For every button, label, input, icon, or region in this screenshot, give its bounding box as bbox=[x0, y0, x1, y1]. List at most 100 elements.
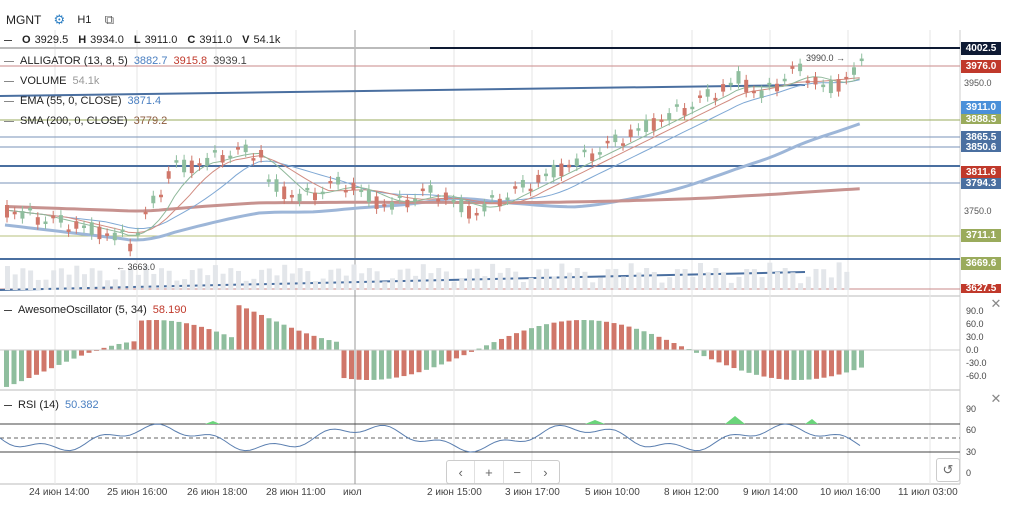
candle-body bbox=[651, 118, 656, 131]
volume-bar bbox=[197, 268, 203, 290]
ao-bar bbox=[641, 331, 647, 350]
volume-bar bbox=[574, 268, 580, 290]
ao-bar bbox=[4, 350, 9, 387]
ao-bar bbox=[746, 350, 752, 373]
alligator-legend[interactable]: ALLIGATOR (13, 8, 5) 3882.7 3915.8 3939.… bbox=[4, 55, 247, 67]
ao-bar bbox=[266, 318, 272, 350]
candle-body bbox=[97, 226, 102, 240]
zoom-out-button[interactable]: − bbox=[504, 461, 532, 483]
alligator-lips-value: 3939.1 bbox=[213, 55, 247, 67]
collapse-dash-icon[interactable] bbox=[4, 39, 12, 41]
rsi-tick: 30 bbox=[966, 447, 977, 457]
rsi-value: 50.382 bbox=[64, 399, 99, 411]
close-ao-panel-icon[interactable]: ✕ bbox=[990, 296, 1002, 311]
legend-dash-icon bbox=[4, 100, 14, 102]
ao-bar bbox=[694, 350, 699, 353]
candle-body bbox=[374, 196, 379, 209]
volume-bar bbox=[505, 268, 511, 290]
ao-tick: 0.0 bbox=[966, 345, 979, 355]
candle-body bbox=[128, 243, 133, 252]
ao-tick: 60.0 bbox=[966, 319, 984, 329]
volume-bar bbox=[166, 270, 172, 290]
ao-tick: -30.0 bbox=[966, 358, 987, 368]
candle-body bbox=[782, 78, 787, 82]
ao-bar bbox=[146, 320, 152, 350]
settings-gear-icon[interactable]: ⚙ bbox=[53, 12, 66, 27]
candle-body bbox=[467, 206, 471, 219]
ao-bar bbox=[566, 320, 572, 350]
ohlc-legend: O 3929.5 H 3934.0 L 3911.0 C 3911.0 V 54.1k bbox=[4, 34, 280, 46]
candle-body bbox=[798, 63, 803, 72]
compare-icon[interactable]: ⧉ bbox=[104, 12, 115, 27]
candle-body bbox=[767, 82, 772, 86]
time-axis-label: 3 июн 17:00 bbox=[505, 487, 560, 498]
price-badge-low-line: 3627.5 bbox=[961, 284, 1001, 293]
reset-chart-button[interactable]: ↺ bbox=[936, 458, 960, 482]
candle-body bbox=[751, 90, 756, 94]
volume-bar bbox=[420, 264, 426, 290]
candle-body bbox=[443, 192, 448, 201]
ao-bar bbox=[79, 350, 84, 356]
candle-body bbox=[590, 153, 595, 161]
ao-bar bbox=[386, 350, 392, 379]
ao-bar bbox=[769, 350, 774, 378]
rsi-overbought-fill bbox=[805, 419, 818, 424]
alligator-jaw-value: 3882.7 bbox=[133, 55, 168, 67]
candle-body bbox=[805, 80, 810, 83]
scroll-left-button[interactable]: ‹ bbox=[447, 461, 476, 483]
candle-body bbox=[574, 158, 579, 166]
candle-body bbox=[382, 204, 387, 207]
volume-bar bbox=[12, 274, 18, 290]
ao-bar bbox=[214, 331, 219, 350]
volume-bar bbox=[74, 265, 80, 290]
volume-legend[interactable]: VOLUME 54.1k bbox=[4, 75, 99, 87]
ao-bar bbox=[604, 321, 609, 350]
ao-bar bbox=[139, 320, 144, 350]
candle-body bbox=[189, 160, 194, 174]
ao-bar bbox=[341, 350, 347, 379]
candle-body bbox=[174, 160, 179, 163]
ao-legend[interactable]: AwesomeOscillator (5, 34) 58.190 bbox=[4, 304, 186, 316]
ao-bar bbox=[656, 336, 662, 350]
ao-bar bbox=[776, 350, 782, 379]
candle-body bbox=[536, 174, 541, 183]
volume-bar bbox=[289, 273, 295, 290]
price-badge-sma: 3811.6 bbox=[961, 166, 1001, 179]
volume-bar bbox=[582, 271, 588, 290]
volume-bar bbox=[266, 268, 272, 290]
rsi-legend[interactable]: RSI (14) 50.382 bbox=[4, 399, 99, 411]
volume-bar bbox=[305, 271, 311, 290]
volume-bar bbox=[413, 275, 419, 290]
candle-body bbox=[852, 67, 856, 75]
price-badge-support: 3711.1 bbox=[961, 229, 1001, 242]
ao-bar bbox=[356, 350, 362, 380]
scroll-right-button[interactable]: › bbox=[543, 464, 548, 480]
ao-bar bbox=[791, 350, 797, 380]
volume-bar bbox=[767, 262, 773, 290]
timeframe-label[interactable]: H1 bbox=[77, 14, 92, 26]
ao-bar bbox=[716, 350, 722, 363]
candle-body bbox=[343, 189, 348, 193]
volume-bar bbox=[467, 269, 472, 290]
sma-legend[interactable]: SMA (200, 0, CLOSE) 3779.2 bbox=[4, 115, 167, 127]
volume-bar bbox=[105, 280, 111, 290]
ao-bar bbox=[401, 350, 407, 377]
candle-body bbox=[621, 143, 625, 146]
close-rsi-panel-icon[interactable]: ✕ bbox=[990, 391, 1002, 406]
candle-body bbox=[436, 199, 441, 202]
ao-bar bbox=[544, 324, 549, 350]
candle-body bbox=[528, 188, 533, 192]
ema-legend[interactable]: EMA (55, 0, CLOSE) 3871.4 bbox=[4, 95, 161, 107]
volume-bar bbox=[228, 268, 234, 290]
volume-bar bbox=[536, 269, 542, 290]
rsi-overbought-fill bbox=[725, 416, 745, 424]
ao-bar bbox=[806, 350, 812, 380]
candle-body bbox=[205, 157, 210, 166]
symbol-label[interactable]: MGNT bbox=[6, 13, 42, 27]
zoom-in-button[interactable]: + bbox=[475, 461, 504, 483]
price-tick: 3750.0 bbox=[964, 206, 992, 216]
ao-bar bbox=[679, 346, 684, 350]
volume-bar bbox=[436, 268, 442, 290]
alligator-lips-line bbox=[4, 76, 860, 236]
